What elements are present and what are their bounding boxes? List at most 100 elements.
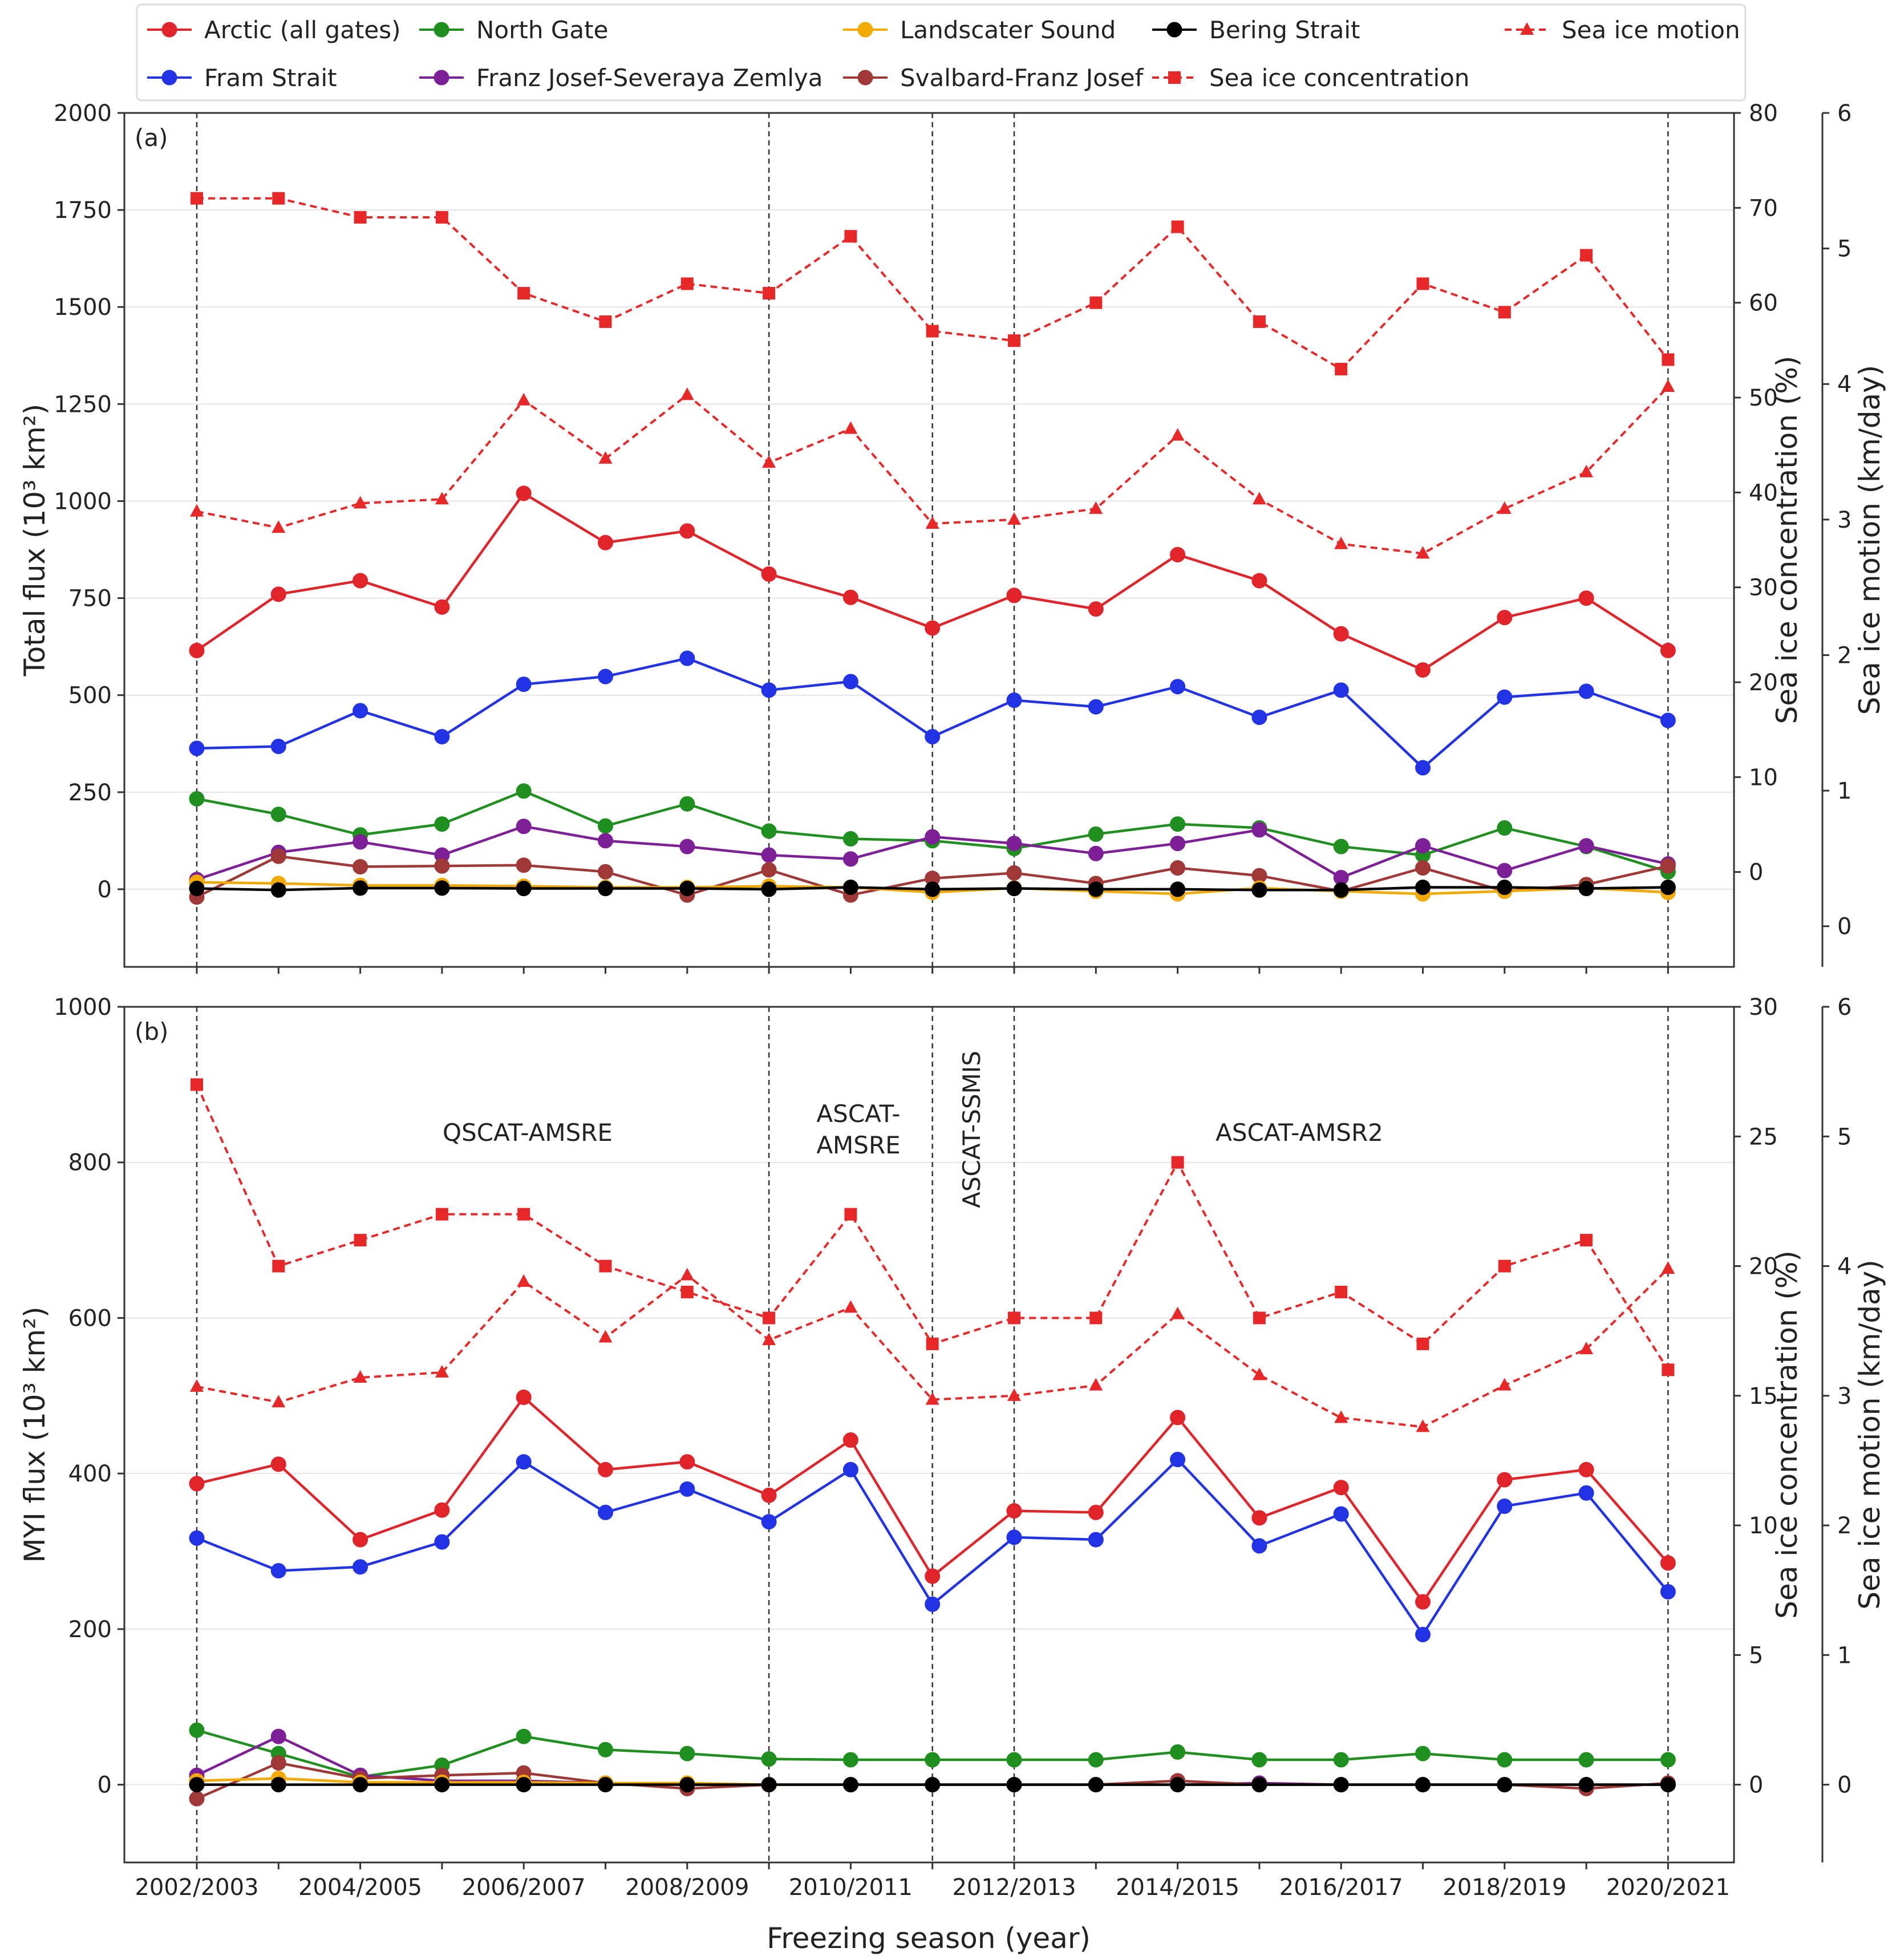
legend-item-fram: Fram Strait: [147, 64, 337, 92]
data-point-arctic: [189, 1476, 205, 1492]
data-point-fram: [1251, 709, 1267, 725]
data-point-sic: [1498, 306, 1511, 319]
data-point-motion: [1252, 1367, 1266, 1380]
y2-tick-label: 0: [1749, 1772, 1763, 1799]
legend-label: Landscater Sound: [900, 16, 1116, 44]
data-point-north: [516, 783, 532, 799]
y2-tick-label: 20: [1749, 1254, 1778, 1280]
data-point-fram: [1333, 1506, 1349, 1522]
data-point-arctic: [1088, 1504, 1104, 1520]
data-point-arctic: [925, 620, 941, 636]
legend-label: Sea ice motion: [1562, 16, 1740, 44]
data-point-motion: [517, 1274, 531, 1287]
data-point-bering: [1088, 881, 1104, 897]
x-tick-label: 2014/2015: [1116, 1874, 1239, 1901]
y3-tick-label: 4: [1837, 1254, 1851, 1280]
data-point-bering: [598, 1777, 613, 1793]
data-point-arctic: [761, 1487, 777, 1503]
data-point-arctic: [679, 1454, 695, 1470]
series-arctic: [189, 1390, 1676, 1610]
data-point-sval: [353, 858, 368, 874]
data-point-bering: [679, 1777, 695, 1793]
data-point-bering: [516, 881, 532, 897]
legend-label: Bering Strait: [1209, 16, 1360, 44]
data-point-arctic: [1170, 1410, 1186, 1426]
plot-frame: [123, 1006, 1735, 1864]
data-point-arctic: [516, 1390, 532, 1406]
data-point-north: [1415, 1746, 1431, 1761]
data-point-sic: [1335, 363, 1348, 376]
data-point-motion: [1007, 512, 1021, 525]
data-point-motion: [353, 1370, 367, 1383]
data-point-franz: [598, 833, 613, 849]
data-point-fram: [1170, 1452, 1186, 1468]
y2-tick-label: 30: [1749, 994, 1778, 1021]
y-tick-label: 800: [68, 1150, 112, 1176]
legend-marker-circle: [161, 70, 177, 86]
data-point-franz: [1415, 838, 1431, 854]
y2-tick-label: 20: [1749, 670, 1778, 696]
data-point-bering: [1251, 882, 1267, 898]
data-point-sic: [599, 1260, 612, 1273]
data-point-fram: [1170, 679, 1186, 695]
data-point-bering: [189, 1777, 205, 1793]
y-tick-label: 0: [98, 1772, 112, 1799]
data-point-fram: [761, 682, 777, 698]
data-point-bering: [353, 1777, 368, 1793]
data-point-sic: [1089, 1311, 1103, 1325]
data-point-arctic: [1088, 601, 1104, 617]
data-point-franz: [516, 819, 532, 835]
panel-a: 0250500750100012501500175020000102030405…: [18, 100, 1886, 974]
data-point-bering: [842, 1777, 858, 1793]
data-point-arctic: [1006, 588, 1022, 604]
x-tick-label: 2016/2017: [1279, 1874, 1403, 1901]
data-point-sic: [354, 210, 367, 224]
data-point-fram: [270, 1563, 286, 1579]
data-point-bering: [1170, 1777, 1186, 1793]
x-tick-label: 2020/2021: [1606, 1874, 1730, 1901]
data-point-fram: [842, 1461, 858, 1477]
data-point-sic: [191, 192, 203, 205]
data-point-north: [1333, 839, 1349, 855]
legend-frame: [136, 3, 1747, 102]
data-point-franz: [270, 1728, 286, 1744]
data-point-north: [1578, 1752, 1594, 1768]
legend-label: Arctic (all gates): [204, 16, 401, 44]
y3-tick-label: 5: [1837, 236, 1851, 262]
data-point-sic: [1335, 1286, 1348, 1298]
data-point-arctic: [1333, 626, 1349, 642]
annotation-ascat-amsre-line2: AMSRE: [816, 1131, 900, 1159]
x-tick-label: 2002/2003: [135, 1874, 258, 1901]
data-point-bering: [270, 882, 286, 898]
data-point-motion: [1497, 1378, 1512, 1391]
data-point-fram: [1415, 1626, 1431, 1642]
series-fram: [189, 1452, 1676, 1642]
y2-tick-label: 30: [1749, 575, 1778, 601]
data-point-arctic: [761, 566, 777, 582]
data-point-fram: [1006, 693, 1022, 708]
data-point-fram: [925, 728, 941, 744]
data-point-sic: [763, 1311, 776, 1325]
y-tick-label: 400: [68, 1461, 112, 1487]
data-point-sic: [1662, 353, 1675, 366]
y3-tick-label: 1: [1837, 778, 1851, 804]
series-bering: [189, 1777, 1676, 1793]
data-point-bering: [1497, 880, 1513, 896]
data-point-north: [679, 796, 695, 812]
data-point-motion: [272, 520, 286, 533]
data-point-sval: [1170, 860, 1186, 876]
data-point-north: [1088, 826, 1104, 842]
data-point-north: [679, 1746, 695, 1761]
y-tick-label: 250: [68, 780, 112, 806]
legend-item-land: Landscater Sound: [843, 16, 1116, 44]
data-point-sic: [844, 230, 857, 243]
data-point-fram: [598, 669, 613, 685]
data-point-fram: [1333, 682, 1349, 698]
y2-tick-label: 5: [1749, 1642, 1763, 1669]
data-point-sic: [926, 325, 939, 338]
data-point-north: [598, 818, 613, 834]
legend-marker-circle: [433, 70, 449, 86]
data-point-fram: [761, 1514, 777, 1530]
y2-axis-label: Sea ice concentration (%): [1770, 356, 1804, 724]
data-point-sic: [680, 277, 694, 290]
